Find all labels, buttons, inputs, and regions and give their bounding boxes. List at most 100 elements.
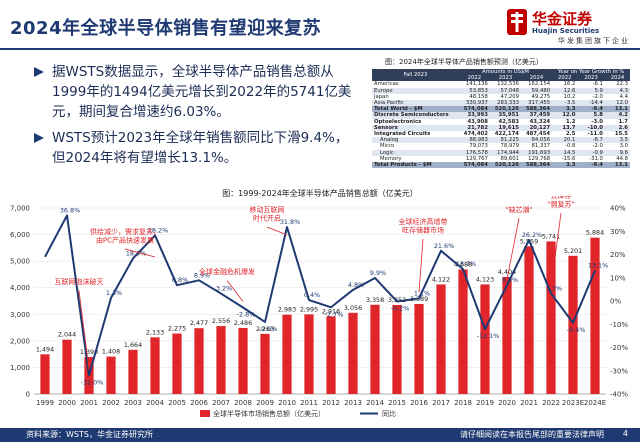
chart-title: 图：1999-2024年全球半导体产品销售总额（亿美元）: [222, 189, 418, 198]
table-cell: 422,174: [494, 131, 519, 138]
x-tick-label: 2003: [124, 399, 142, 407]
bar-value-label: 3,358: [366, 296, 384, 304]
table-cell: 57,048: [489, 87, 521, 94]
chart-annotation: 全球金融危机爆发: [199, 267, 255, 276]
line-value-label: 28.2%: [148, 226, 168, 234]
bar-value-label: 2,477: [190, 319, 208, 327]
chart-annotation: 移动互联网时代开启: [250, 205, 285, 223]
x-tick-label: 2015: [388, 399, 406, 407]
table-cell: -2.0: [592, 143, 603, 150]
logo-text-cn: 华金证券: [532, 10, 593, 28]
line-value-label: 3.3%: [546, 284, 562, 292]
table-cell: 12.0: [552, 112, 578, 119]
y-tick-right-label: -30%: [610, 367, 628, 375]
x-tick-label: 2011: [300, 399, 318, 407]
table-row: Micro 79,073 78,979 81,337 -0.8 -2.0 3.0: [372, 143, 630, 149]
table-cell: 2.6: [604, 124, 630, 132]
table-cell: 43,324: [529, 118, 551, 125]
annotation-arrow: [418, 238, 424, 293]
bar: [150, 337, 160, 394]
table-cell: 15.5: [614, 131, 628, 138]
bar-value-label: 4,404: [498, 268, 516, 276]
table-caption: 图：2024年全球半导体产品销售额预测（亿美元）: [385, 58, 543, 66]
growth-line: [44, 214, 596, 377]
table-header-year: 2022: [552, 75, 578, 82]
table-cell: -9.4: [577, 106, 605, 113]
table-cell: -0.8: [565, 143, 576, 150]
table-cell: 81,337: [531, 143, 551, 150]
legend-bar-label: 全球半导体市场销售总额（亿美元）: [213, 409, 325, 418]
annotation-arrow: [78, 290, 90, 370]
table-cell: 129,767: [466, 155, 488, 162]
bar-value-label: 2,995: [300, 305, 318, 313]
table-cell: 13.1: [604, 162, 630, 169]
table-cell: 20,127: [521, 124, 553, 132]
table-cell: 132,536: [497, 81, 519, 88]
bullet-point: 据WSTS数据显示，全球半导体产品销售总额从1999年的1494亿美元增长到20…: [30, 62, 360, 122]
table-row: Japan 48,158 47,209 49,275 10.2 -2.0 4.4: [372, 94, 630, 100]
chart-annotation: "去库存" "弱复苏": [547, 196, 574, 209]
x-tick-label: 2000: [58, 399, 76, 407]
table-cell: 174,944: [489, 149, 521, 156]
line-value-label: 36.8%: [60, 206, 80, 214]
footer-bar: [0, 428, 640, 442]
y-tick-left-label: 2,000: [10, 337, 30, 345]
y-tick-right-label: -40%: [610, 391, 628, 399]
bar-value-label: 3,056: [344, 304, 362, 312]
table-header-year: 2024: [521, 75, 553, 82]
table-cell: 3.3: [552, 162, 578, 169]
y-tick-right-label: 30%: [610, 228, 626, 236]
x-tick-label: 2014: [366, 399, 384, 407]
bar: [458, 269, 468, 394]
annotation-arrow: [266, 226, 288, 236]
y-tick-right-label: 0%: [610, 298, 621, 306]
x-tick-label: 2008: [234, 399, 252, 407]
table-cell: 89,601: [500, 155, 519, 162]
table-cell: 14.5: [552, 149, 578, 156]
bar: [304, 314, 314, 394]
tagline: 华发集团旗下企业: [558, 37, 630, 45]
x-tick-label: 2002: [102, 399, 120, 407]
footer-source: 资料来源：WSTS，华金证券研究所: [26, 430, 153, 439]
x-tick-label: 2016: [410, 399, 428, 407]
bar: [392, 304, 402, 394]
x-tick-label: 2004: [146, 399, 164, 407]
annotation-arrow: [506, 218, 520, 280]
line-value-label: 8.9%: [194, 271, 210, 279]
table-cell: 12.0: [604, 100, 630, 107]
line-value-label: 18.3%: [126, 249, 146, 257]
x-tick-label: 2010: [278, 399, 296, 407]
annotation-arrow: [550, 212, 562, 288]
table-row: Europe 53,853 57,048 59,480 12.6 5.9 4.3: [372, 87, 630, 94]
table-cell: 574,084: [458, 106, 490, 113]
bar-value-label: 2,486: [234, 319, 252, 327]
title-divider: [0, 48, 640, 50]
table-row: Americas 141,136 132,536 162,154 16.2 -6.1 22.…: [372, 81, 630, 87]
table-cell: 47,209: [500, 93, 519, 100]
chart-annotation: 供给减少，需求复苏，由PC产品快速发展: [90, 227, 160, 245]
bar: [216, 326, 226, 394]
table-cell-label: Americas: [374, 81, 399, 88]
table-cell: 5.8: [577, 112, 605, 119]
table-row: Discrete Semiconductors 33,993 35,951 37,45…: [372, 112, 630, 119]
table-row: Total Products - $M 574,084 520,126 588,364…: [372, 162, 630, 169]
table-cell: 12.6: [552, 87, 578, 94]
table-cell: 33,993: [458, 112, 490, 119]
table-cell: 53,853: [458, 87, 490, 94]
line-value-label: 13.7%: [456, 260, 476, 268]
table-header-year: 2022: [458, 75, 490, 82]
bar: [370, 304, 380, 394]
x-tick-label: 2009: [256, 399, 274, 407]
line-value-label: 1.1%: [414, 289, 430, 297]
table-cell: 520,126: [489, 106, 521, 113]
table-row: Memory 129,767 89,601 129,768 -15.6 -31.0 44.8: [372, 156, 630, 162]
table-cell: 13.7: [552, 124, 578, 132]
chart-annotation: "缺芯潮": [505, 205, 532, 214]
table-cell: 520,126: [489, 162, 521, 169]
x-tick-label: 2021: [520, 399, 538, 407]
table-row: Sensors 21,782 19,615 20,127 13.7 -10.0 2.6: [372, 124, 630, 132]
line-value-label: 6.8%: [172, 276, 188, 284]
table-cell: 4.3: [604, 87, 630, 94]
table-cell-label: Sensors: [372, 124, 459, 132]
table-cell-label: Integrated Circuits: [374, 131, 431, 138]
